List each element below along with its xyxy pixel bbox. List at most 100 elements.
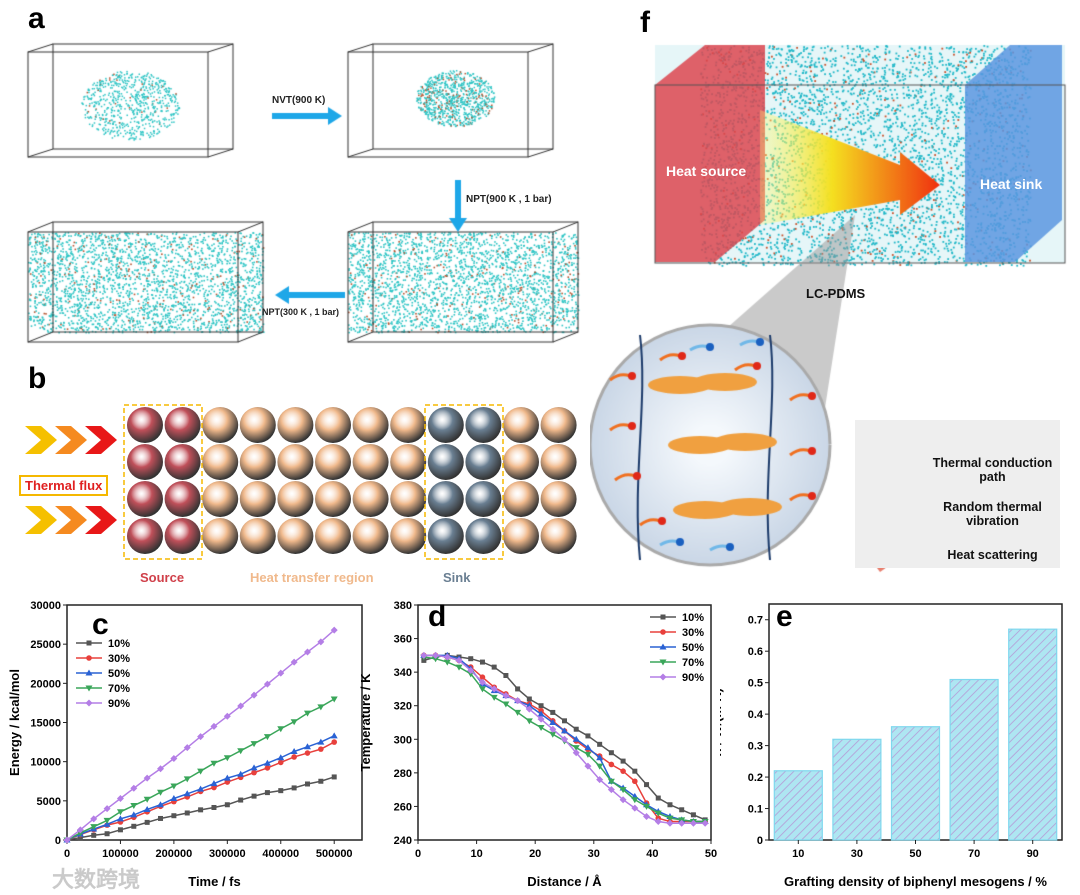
data-point: [478, 686, 486, 693]
data-point: [224, 802, 230, 808]
data-point: [596, 754, 604, 761]
x-tick-label: 30: [851, 848, 863, 860]
sphere: [427, 444, 464, 480]
sphere: [127, 407, 163, 443]
sphere: [127, 444, 163, 480]
data-point: [90, 815, 98, 823]
chevron-arrow-icon: [85, 426, 117, 454]
data-point: [184, 810, 190, 816]
data-point: [432, 656, 440, 663]
data-point: [608, 750, 614, 756]
legend-conduction: Thermal conduction path: [932, 456, 1053, 484]
data-point: [562, 718, 567, 724]
data-point: [263, 734, 271, 741]
x-tick-label: 500000: [316, 848, 353, 860]
chart-c-energy: 0 5000 10000 15000 20000 25000 30000 Energy / k…: [7, 600, 363, 889]
step-npt900-label: NPT(900 K , 1 bar): [466, 194, 552, 205]
data-point: [158, 815, 164, 821]
y-tick-label: 0.4: [748, 709, 764, 721]
data-point: [277, 669, 285, 677]
y-tick-label: 0: [55, 835, 61, 847]
data-point: [420, 651, 428, 659]
sphere: [202, 407, 239, 443]
data-point: [689, 819, 697, 827]
data-point: [660, 614, 666, 620]
data-point: [85, 669, 93, 676]
bar-90: [1008, 628, 1058, 841]
y-tick-label: 0.2: [748, 772, 763, 784]
data-point: [537, 715, 545, 723]
y-tick-label: 300: [394, 734, 412, 746]
data-point: [561, 727, 568, 734]
sphere: [503, 444, 539, 480]
sphere: [315, 481, 351, 517]
x-tick-label: 50: [909, 848, 921, 860]
sphere: [164, 481, 201, 517]
data-point: [632, 768, 638, 774]
sphere: [465, 481, 502, 517]
sphere: [540, 481, 577, 517]
sphere: [465, 518, 502, 554]
data-point: [443, 659, 451, 666]
sphere: [277, 407, 314, 443]
legend-label: 10%: [108, 638, 130, 650]
x-tick-label: 200000: [156, 848, 193, 860]
chart-e-conductivity: 0 0.1 0.2 0.3 0.4 0.5 0.6 0.7 λ / W/(m·K) Graftin…: [720, 603, 1063, 889]
data-point: [198, 807, 204, 813]
data-point: [317, 638, 325, 646]
x-tick-label: 10: [792, 848, 804, 860]
data-point: [237, 770, 245, 777]
data-point: [143, 805, 151, 812]
sphere: [352, 518, 389, 554]
y-axis-label: λ / W/(m·K): [720, 688, 724, 756]
sphere: [127, 518, 163, 554]
data-point: [572, 735, 580, 742]
legend-label: 50%: [108, 668, 130, 680]
data-point: [678, 819, 686, 827]
data-point: [631, 797, 639, 804]
data-point: [515, 686, 521, 692]
data-point: [525, 705, 533, 713]
sphere: [540, 518, 577, 554]
data-point: [103, 817, 111, 824]
x-axis-label: Distance / Å: [527, 874, 602, 889]
data-point: [157, 801, 165, 808]
data-point: [157, 789, 165, 796]
x-tick-label: 40: [646, 848, 658, 860]
y-tick-label: 380: [394, 600, 412, 612]
x-tick-label: 50: [705, 848, 717, 860]
x-tick-label: 30: [588, 848, 600, 860]
data-point: [643, 803, 651, 810]
series-90pct: [63, 626, 338, 844]
data-point: [654, 810, 662, 817]
data-point: [263, 680, 271, 688]
y-tick-label: 340: [394, 667, 412, 679]
y-tick-label: 25000: [30, 639, 61, 651]
data-point: [183, 744, 191, 752]
chevron-arrow-icon: [25, 426, 57, 454]
data-point: [679, 807, 685, 813]
data-point: [116, 809, 124, 816]
data-point: [85, 699, 93, 707]
sphere: [202, 444, 239, 480]
data-point: [330, 696, 338, 703]
data-point: [76, 826, 84, 834]
data-point: [607, 786, 615, 794]
x-tick-label: 300000: [209, 848, 246, 860]
data-point: [585, 733, 591, 739]
sink-dashed-box: [424, 404, 504, 560]
legend-label: 10%: [682, 612, 704, 624]
step-npt300-label: NPT(300 K , 1 bar): [262, 307, 340, 317]
y-tick-label: 240: [394, 835, 412, 847]
sphere: [164, 518, 201, 554]
sphere: [352, 407, 389, 443]
data-point: [467, 666, 475, 674]
data-point: [655, 795, 661, 801]
panel-b-label: b: [28, 362, 47, 395]
data-point: [251, 793, 257, 799]
data-point: [331, 774, 337, 780]
data-point: [561, 735, 568, 743]
legend-vibration: Random thermal vibration: [943, 500, 1042, 528]
y-tick-label: 5000: [37, 796, 61, 808]
